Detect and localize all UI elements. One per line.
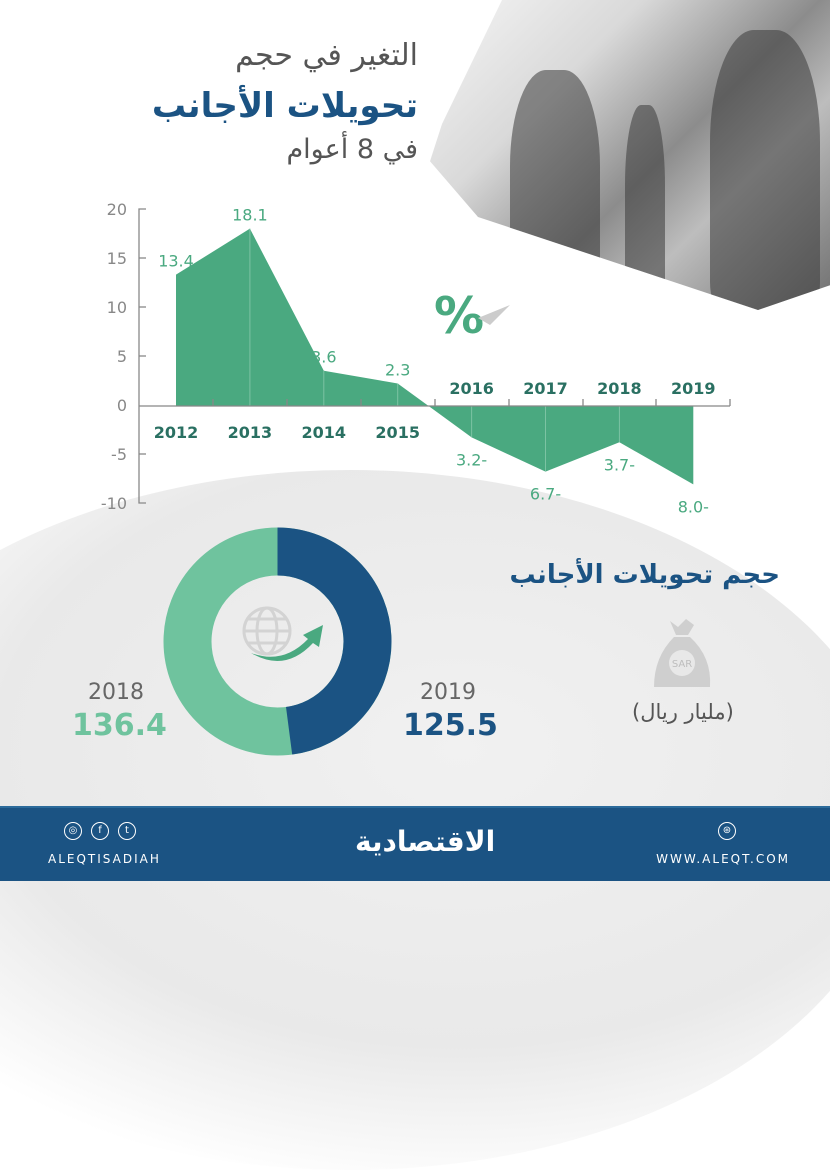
globe-icon <box>242 606 292 656</box>
svg-text:6.7-: 6.7- <box>530 485 561 504</box>
svg-text:2012: 2012 <box>154 423 199 442</box>
svg-text:3.7-: 3.7- <box>604 455 635 474</box>
aleqtisadiah-logo: الاقتصادية <box>355 825 496 858</box>
svg-text:2015: 2015 <box>375 423 420 442</box>
area-series <box>176 228 694 485</box>
donut-value-2019: 125.5 <box>403 708 498 743</box>
donut-year-2018: 2018 <box>88 680 144 705</box>
chart-axes <box>138 208 146 504</box>
svg-text:3.6: 3.6 <box>311 348 336 367</box>
y-tick-labels: 20 15 10 5 0 -5 -10 <box>101 200 127 513</box>
svg-text:-5: -5 <box>111 445 127 464</box>
title-line-3: في 8 أعوام <box>286 134 418 165</box>
money-bag-icon: SAR <box>654 619 711 687</box>
svg-text:2014: 2014 <box>302 423 347 442</box>
percent-symbol: % <box>434 287 484 345</box>
percent-shadow <box>478 305 510 325</box>
svg-text:3.2-: 3.2- <box>456 450 487 469</box>
growth-arrow-icon <box>251 625 323 661</box>
svg-text:20: 20 <box>107 200 127 219</box>
facebook-icon[interactable]: f <box>91 822 109 840</box>
unit-label: (مليار ريال) <box>632 700 734 724</box>
svg-text:13.4: 13.4 <box>158 252 194 271</box>
donut-year-2019: 2019 <box>420 680 476 705</box>
svg-text:18.1: 18.1 <box>232 206 268 225</box>
svg-text:2.3: 2.3 <box>385 360 410 379</box>
web-icon[interactable]: ⊛ <box>718 822 736 840</box>
instagram-icon[interactable]: ◎ <box>64 822 82 840</box>
svg-text:SAR: SAR <box>672 659 692 670</box>
svg-text:2013: 2013 <box>228 423 273 442</box>
twitter-icon[interactable]: t <box>118 822 136 840</box>
business-people-photo <box>430 0 830 310</box>
donut-value-2018: 136.4 <box>72 708 167 743</box>
svg-text:8.0-: 8.0- <box>678 497 709 516</box>
donut-chart <box>163 527 392 756</box>
svg-text:2018: 2018 <box>597 379 642 398</box>
svg-text:10: 10 <box>107 298 127 317</box>
data-labels: 13.4 18.1 3.6 2.3 3.2- 6.7- 3.7- 8.0- <box>158 206 709 517</box>
title-line-2: تحويلات الأجانب <box>151 86 418 126</box>
svg-text:0: 0 <box>117 396 127 415</box>
svg-text:-10: -10 <box>101 494 127 513</box>
volume-section-title: حجم تحويلات الأجانب <box>509 560 780 590</box>
svg-text:5: 5 <box>117 347 127 366</box>
svg-text:2016: 2016 <box>449 379 494 398</box>
x-tick-labels: 2012 2013 2014 2015 2016 2017 2018 2019 <box>154 379 716 442</box>
svg-text:2017: 2017 <box>523 379 568 398</box>
svg-text:2019: 2019 <box>671 379 716 398</box>
social-handle[interactable]: ALEQTISADIAH <box>48 852 161 866</box>
website-link[interactable]: WWW.ALEQT.COM <box>656 852 790 866</box>
title-line-1: التغير في حجم <box>235 38 418 73</box>
footer-bar: ◎ f t ALEQTISADIAH الاقتصادية ⊛ WWW.ALEQ… <box>0 806 830 881</box>
svg-text:15: 15 <box>107 249 127 268</box>
